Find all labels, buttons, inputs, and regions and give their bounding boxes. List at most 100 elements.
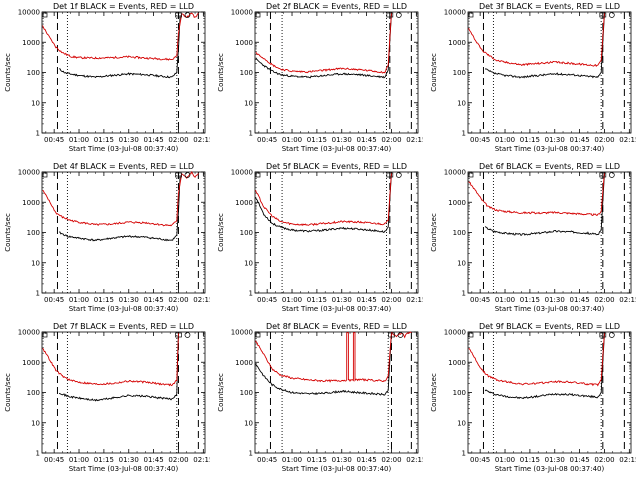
x-axis-label: Start Time (03-Jul-08 00:37:40) [282, 305, 392, 313]
series-line-events [59, 14, 181, 79]
x-tick-label: 02:15 [619, 456, 636, 464]
y-tick-label: 100 [453, 229, 466, 237]
x-tick-label: 01:00 [495, 136, 515, 144]
x-tick-label: 00:45 [470, 456, 490, 464]
series-line-events [255, 333, 392, 396]
x-tick-label: 01:45 [570, 296, 590, 304]
event-square-marker [175, 12, 182, 18]
series-line-lld [255, 12, 392, 74]
detector-chart-2: Det 2f BLACK = Events, RED = LLD 1 10 100 10… [217, 2, 423, 153]
y-tick-label: 1 [249, 130, 253, 138]
x-tick-label: 01:15 [520, 456, 540, 464]
x-tick-label: 01:15 [520, 136, 540, 144]
y-tick-label: 10000 [18, 329, 40, 337]
y-tick-label: 10 [31, 259, 40, 267]
y-axis-label: Counts/sec [217, 213, 225, 252]
y-axis-label: Counts/sec [430, 373, 438, 412]
detector-chart-9: Det 9f BLACK = Events, RED = LLD 1 10 100 10… [430, 322, 636, 473]
x-tick-label: 01:45 [357, 456, 377, 464]
plot-frame [467, 171, 632, 294]
x-tick-label: 01:30 [332, 136, 352, 144]
x-tick-label: 02:15 [619, 296, 636, 304]
detector-chart-6: Det 6f BLACK = Events, RED = LLD 1 10 100 10… [430, 162, 636, 313]
x-tick-label: 01:00 [495, 456, 515, 464]
y-axis-label: Counts/sec [4, 373, 12, 412]
y-tick-label: 1000 [235, 199, 253, 207]
x-tick-label: 01:15 [94, 296, 114, 304]
chart-title: Det 8f BLACK = Events, RED = LLD [266, 322, 407, 331]
y-tick-label: 10 [244, 419, 253, 427]
x-tick-label: 02:15 [406, 456, 423, 464]
x-tick-label: 01:30 [545, 456, 565, 464]
y-tick-label: 100 [240, 229, 253, 237]
y-tick-label: 1000 [22, 199, 40, 207]
x-tick-label: 00:45 [257, 136, 277, 144]
series-line-events [484, 173, 605, 236]
x-tick-label: 02:00 [168, 136, 188, 144]
series-line-lld [255, 331, 412, 383]
x-tick-label: 01:30 [119, 296, 139, 304]
y-tick-label: 100 [240, 69, 253, 77]
y-tick-label: 10 [31, 419, 40, 427]
x-tick-label: 00:45 [257, 456, 277, 464]
event-circle-marker [608, 332, 615, 338]
y-tick-label: 10 [244, 99, 253, 107]
x-tick-label: 01:00 [495, 296, 515, 304]
x-axis-label: Start Time (03-Jul-08 00:37:40) [69, 465, 179, 473]
x-axis-label: Start Time (03-Jul-08 00:37:40) [282, 465, 392, 473]
y-tick-label: 10 [457, 99, 466, 107]
y-axis-label: Counts/sec [4, 213, 12, 252]
y-tick-label: 100 [27, 69, 40, 77]
y-tick-label: 1000 [235, 39, 253, 47]
event-square-marker [599, 332, 607, 338]
y-tick-label: 1000 [448, 39, 466, 47]
start-square-marker [42, 12, 48, 18]
x-tick-label: 01:30 [545, 136, 565, 144]
plot-frame [41, 331, 206, 454]
y-tick-label: 10000 [444, 169, 466, 177]
y-tick-label: 1 [462, 450, 466, 458]
event-circle-marker [184, 12, 191, 18]
x-tick-label: 02:00 [594, 456, 614, 464]
y-tick-label: 1 [462, 290, 466, 298]
chart-title: Det 4f BLACK = Events, RED = LLD [53, 162, 194, 171]
y-tick-label: 1000 [448, 199, 466, 207]
event-circle-marker [184, 172, 191, 178]
x-tick-label: 01:00 [69, 456, 89, 464]
detector-chart-5: Det 5f BLACK = Events, RED = LLD 1 10 100 10… [217, 162, 423, 313]
x-axis-label: Start Time (03-Jul-08 00:37:40) [282, 145, 392, 153]
x-tick-label: 00:45 [44, 296, 64, 304]
event-circle-marker [395, 12, 402, 18]
x-tick-label: 01:30 [119, 456, 139, 464]
x-tick-label: 01:15 [307, 136, 327, 144]
event-circle-marker [397, 332, 404, 338]
series-line-lld [255, 172, 392, 227]
chart-title: Det 7f BLACK = Events, RED = LLD [53, 322, 194, 331]
series-line-lld [468, 12, 605, 67]
x-axis-label: Start Time (03-Jul-08 00:37:40) [495, 145, 605, 153]
start-square-marker [255, 332, 261, 338]
detector-chart-3: Det 3f BLACK = Events, RED = LLD 1 10 100 10… [430, 2, 636, 153]
y-tick-label: 1000 [235, 359, 253, 367]
start-square-marker [255, 12, 261, 18]
event-square-marker [386, 172, 394, 178]
x-tick-label: 01:45 [357, 296, 377, 304]
x-tick-label: 02:15 [619, 136, 636, 144]
start-square-marker [468, 12, 474, 18]
x-tick-label: 02:15 [193, 296, 210, 304]
series-line-events [255, 173, 392, 233]
x-tick-label: 02:15 [193, 456, 210, 464]
x-tick-label: 01:15 [307, 456, 327, 464]
x-tick-label: 02:00 [594, 296, 614, 304]
plot-frame [41, 11, 206, 134]
y-tick-label: 10000 [444, 9, 466, 17]
y-tick-label: 100 [27, 389, 40, 397]
y-tick-label: 100 [453, 389, 466, 397]
x-tick-label: 01:45 [144, 296, 164, 304]
y-tick-label: 1000 [448, 359, 466, 367]
x-tick-label: 01:45 [570, 136, 590, 144]
detector-chart-1: Det 1f BLACK = Events, RED = LLD 1 10 100 10… [4, 2, 210, 153]
y-tick-label: 10000 [231, 169, 253, 177]
y-axis-label: Counts/sec [217, 373, 225, 412]
